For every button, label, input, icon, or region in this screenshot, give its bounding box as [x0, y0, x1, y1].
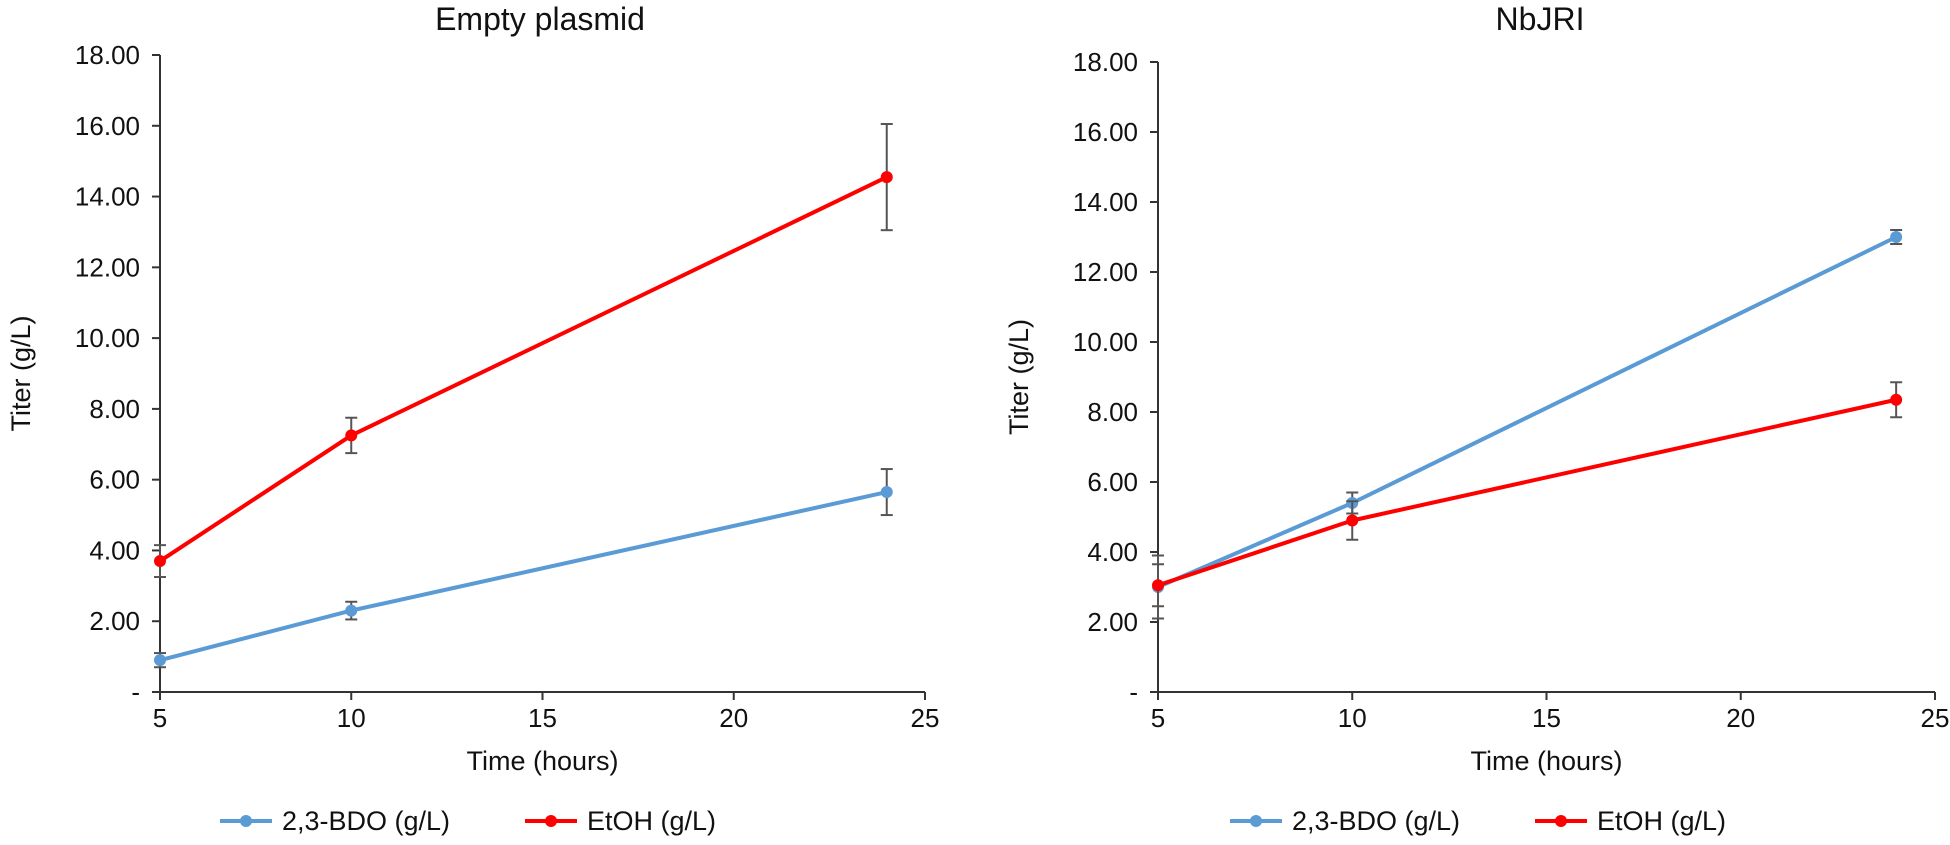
series-line-1 — [158, 175, 888, 563]
legend-label: EtOH (g/L) — [587, 806, 716, 836]
data-point — [880, 171, 893, 184]
y-tick-label: 4.00 — [1087, 537, 1138, 567]
data-point — [880, 486, 893, 499]
data-point — [154, 555, 166, 568]
y-tick-label: 2.00 — [1087, 607, 1138, 637]
x-tick-label: 5 — [153, 703, 167, 733]
y-tick-label: 12.00 — [1073, 257, 1138, 287]
data-point — [345, 429, 358, 442]
data-point — [1152, 579, 1164, 592]
legend-label: EtOH (g/L) — [1597, 806, 1726, 836]
legend-marker — [1555, 815, 1567, 827]
legend-marker — [240, 815, 252, 827]
y-tick-label: 8.00 — [89, 394, 140, 424]
y-tick-label: 2.00 — [89, 606, 140, 636]
y-tick-label: 14.00 — [75, 182, 140, 212]
y-tick-label: 14.00 — [1073, 187, 1138, 217]
x-tick-label: 25 — [1921, 703, 1950, 733]
legend-marker — [545, 815, 557, 827]
chart-panel-empty-plasmid: Empty plasmid - 2.00 4.00 6.00 8.00 10.00 12.00… — [6, 1, 939, 836]
series-line-0 — [1157, 235, 1898, 589]
y-tick-label: 18.00 — [75, 40, 140, 70]
data-point — [345, 604, 358, 617]
chart-title: NbJRI — [1496, 1, 1585, 37]
data-point — [1890, 231, 1903, 243]
data-point — [1890, 393, 1903, 406]
x-tick-label: 15 — [528, 703, 557, 733]
y-tick-label: 10.00 — [75, 323, 140, 353]
x-tick-label: 5 — [1151, 703, 1165, 733]
series-line-0 — [159, 490, 888, 663]
chart-title: Empty plasmid — [435, 1, 645, 37]
y-tick-label: - — [1129, 677, 1138, 707]
x-tick-label: 25 — [911, 703, 940, 733]
y-tick-label: 16.00 — [75, 111, 140, 141]
legend-label: 2,3-BDO (g/L) — [1292, 806, 1460, 836]
x-axis-label: Time (hours) — [1470, 746, 1622, 776]
x-tick-label: 20 — [1726, 703, 1755, 733]
x-tick-label: 10 — [1338, 703, 1367, 733]
y-axis-label: Titer (g/L) — [1004, 319, 1034, 435]
x-axis-label: Time (hours) — [466, 746, 618, 776]
y-axis-label: Titer (g/L) — [6, 315, 36, 431]
x-tick-label: 15 — [1532, 703, 1561, 733]
y-tick-label: 12.00 — [75, 252, 140, 282]
legend-label: 2,3-BDO (g/L) — [282, 806, 450, 836]
y-tick-label: 8.00 — [1087, 397, 1138, 427]
x-tick-label: 10 — [337, 703, 366, 733]
series-line-1 — [1157, 397, 1897, 588]
chart-panel-nbjri: NbJRI - 2.00 4.00 6.00 8.00 10.00 12.00 14.00 16.… — [1004, 1, 1949, 836]
y-tick-label: 10.00 — [1073, 327, 1138, 357]
y-tick-label: 6.00 — [89, 465, 140, 495]
x-tick-label: 20 — [719, 703, 748, 733]
legend-marker — [1250, 815, 1262, 827]
y-tick-label: 6.00 — [1087, 467, 1138, 497]
y-tick-label: - — [131, 677, 140, 707]
data-point — [1346, 514, 1359, 527]
y-tick-label: 16.00 — [1073, 117, 1138, 147]
y-tick-label: 4.00 — [89, 535, 140, 565]
y-tick-label: 18.00 — [1073, 47, 1138, 77]
data-point — [154, 654, 166, 667]
